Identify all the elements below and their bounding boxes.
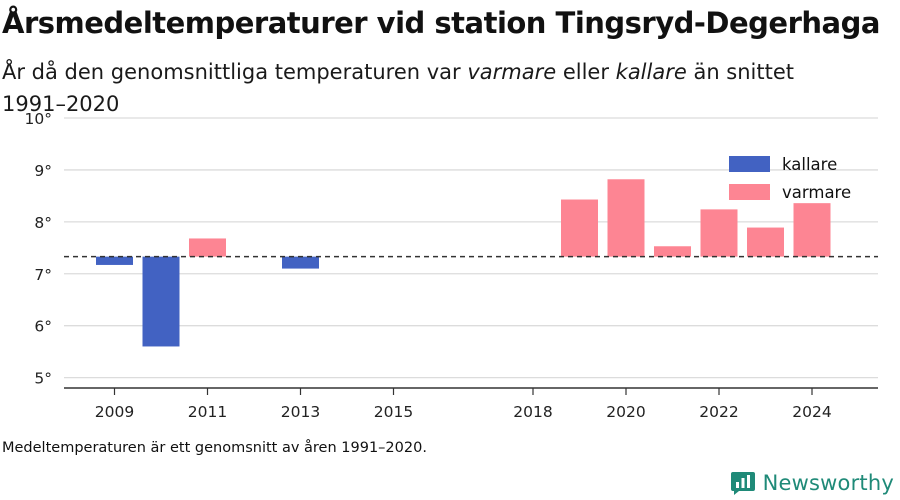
bar-2022 [700, 209, 738, 257]
y-tick-label: 5° [34, 370, 52, 388]
y-tick-label: 6° [34, 318, 52, 336]
x-tick-label: 2011 [188, 403, 227, 421]
subtitle-text-3: än snittet 1991–2020 [2, 60, 795, 116]
subtitle-text-1: År då den genomsnittliga temperaturen va… [2, 60, 468, 84]
y-tick-label: 7° [34, 266, 52, 284]
chart-title: Årsmedeltemperaturer vid station Tingsry… [2, 6, 880, 40]
newsworthy-logo: Newsworthy [730, 468, 894, 498]
bar-2010 [142, 256, 180, 347]
bar-2023 [747, 227, 784, 257]
x-tick-label: 2022 [699, 403, 738, 421]
legend-label-kallare: kallare [782, 155, 837, 174]
subtitle-cold-word: kallare [615, 60, 687, 84]
bar-2019 [561, 199, 598, 257]
bar-chart: 5° 6° 7° 8° 9° 10° 2009 2011 2013 2015 2018 2020 202… [25, 110, 878, 421]
x-tick-label: 2015 [374, 403, 413, 421]
bar-2024 [793, 203, 831, 257]
x-tick-label: 2020 [606, 403, 645, 421]
y-tick-label: 9° [34, 162, 52, 180]
subtitle-warm-word: varmare [467, 60, 557, 84]
brand-name: Newsworthy [762, 471, 894, 495]
bar-2009 [96, 256, 133, 265]
legend-swatch-kallare [729, 156, 770, 172]
bar-2020 [607, 179, 645, 257]
x-tick-label: 2009 [95, 403, 134, 421]
bar-2013 [282, 256, 319, 269]
legend-swatch-varmare [729, 184, 770, 200]
y-tick-label: 10° [25, 110, 52, 128]
x-tick-label: 2013 [281, 403, 320, 421]
y-tick-label: 8° [34, 214, 52, 232]
legend-label-varmare: varmare [782, 183, 851, 202]
x-tick-label: 2018 [513, 403, 552, 421]
bar-2011 [189, 238, 226, 257]
bar-2021 [654, 246, 691, 257]
subtitle-text-2: eller [556, 60, 616, 84]
chart-subtitle: År då den genomsnittliga temperaturen va… [2, 56, 862, 120]
bar-chart-logo-icon [730, 472, 755, 495]
footnote: Medeltemperaturen är ett genomsnitt av å… [2, 440, 427, 456]
x-tick-label: 2024 [792, 403, 831, 421]
